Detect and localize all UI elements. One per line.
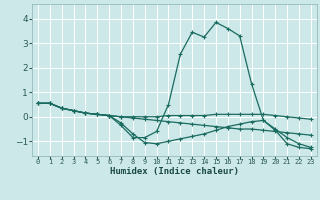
X-axis label: Humidex (Indice chaleur): Humidex (Indice chaleur) — [110, 167, 239, 176]
